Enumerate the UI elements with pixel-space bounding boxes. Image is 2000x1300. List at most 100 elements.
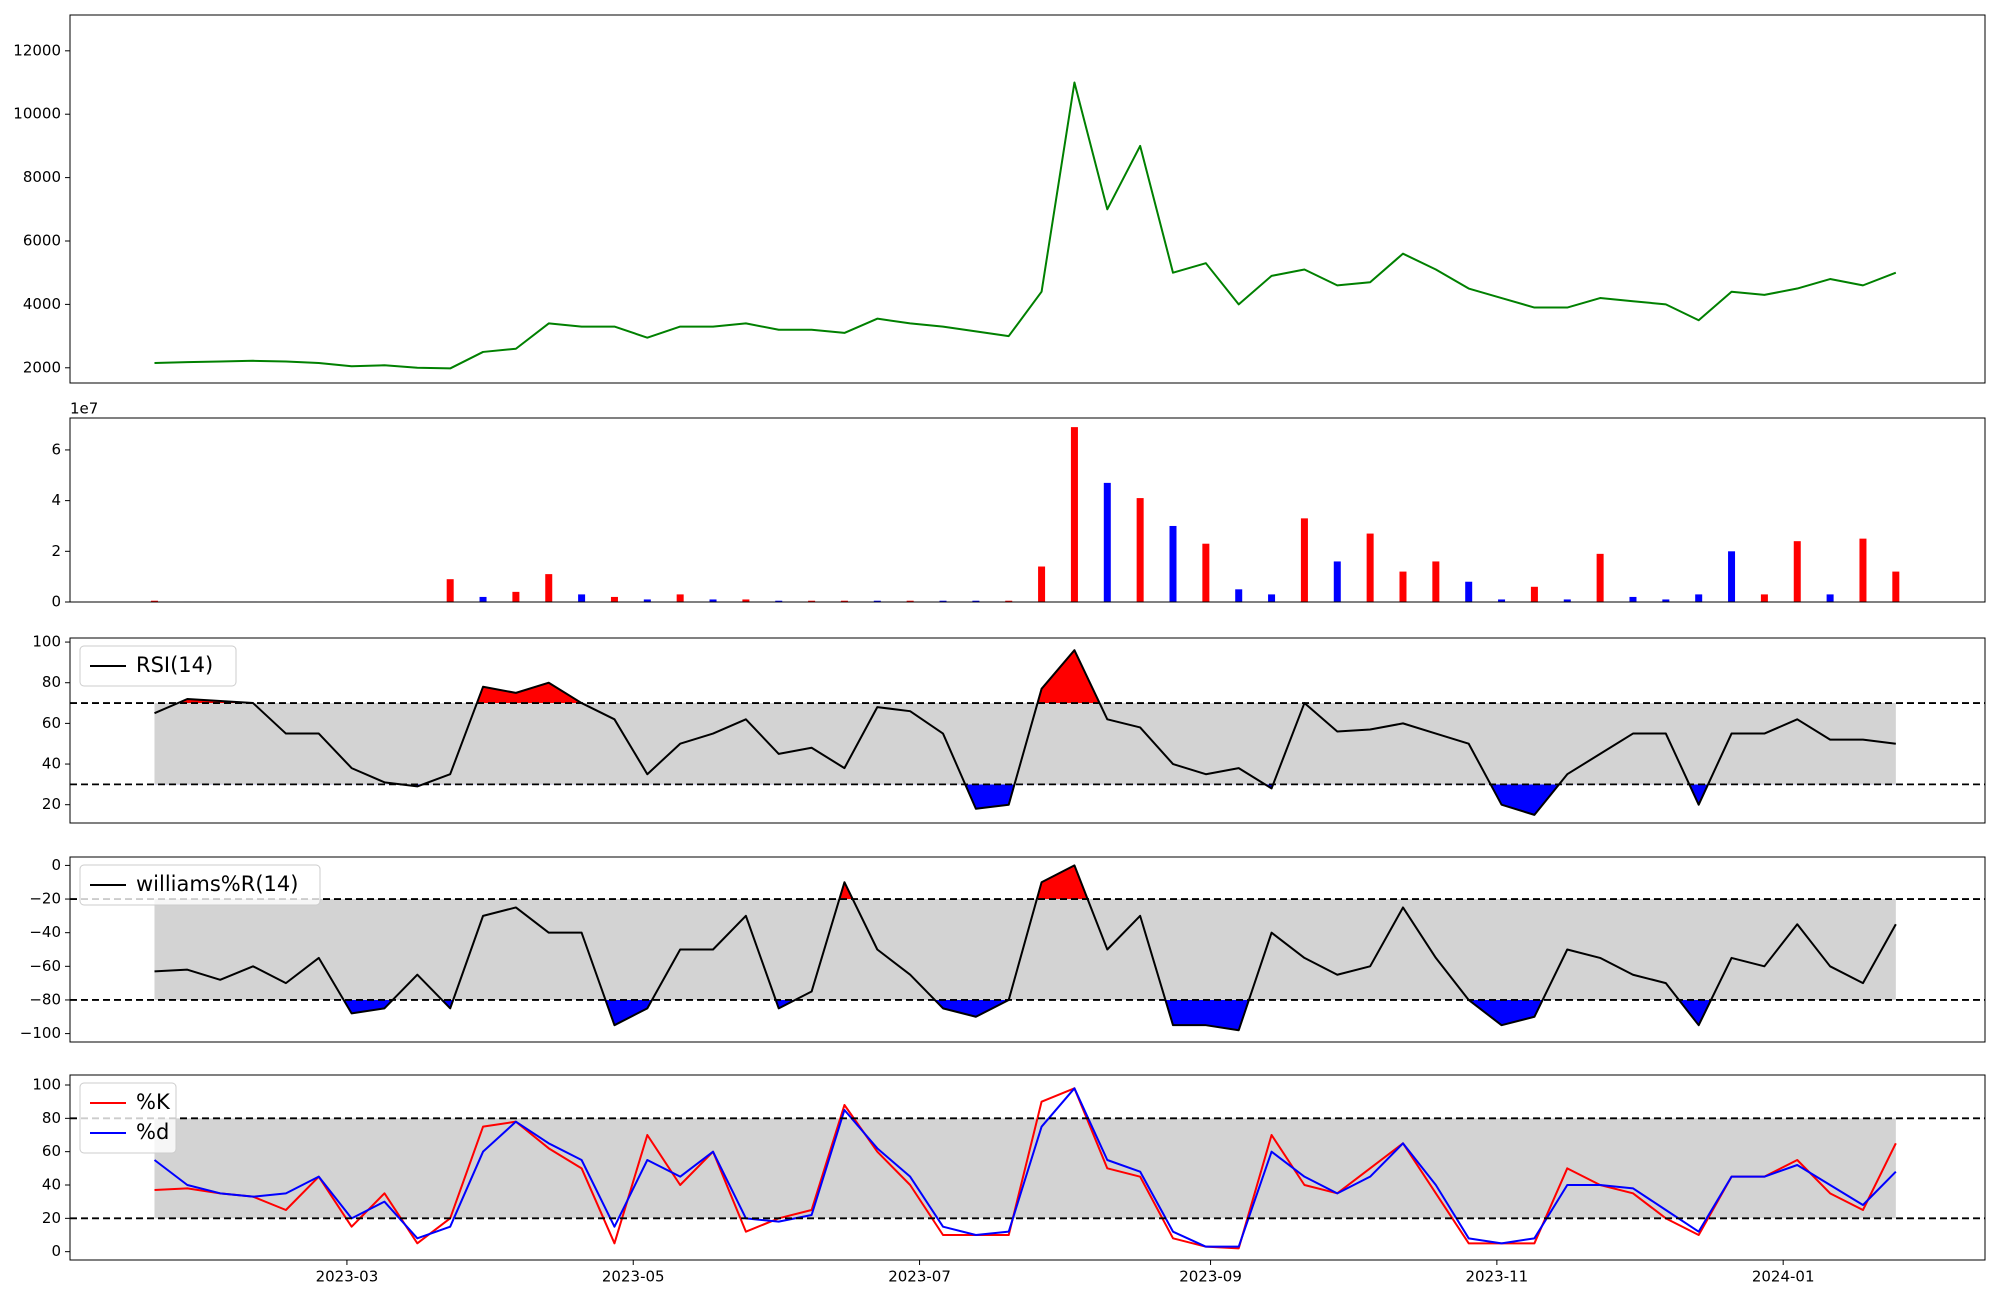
bar — [150, 600, 158, 602]
bar — [1399, 571, 1407, 602]
bar — [1826, 594, 1834, 602]
bar — [578, 594, 586, 602]
y-tick-label: 2 — [51, 542, 61, 560]
y-tick-label: 100 — [32, 1076, 61, 1094]
y-tick-label: 6 — [51, 440, 61, 458]
bar — [906, 600, 914, 602]
panel: −100 −80 −60 −40 −20 0 williams%R(14) — [20, 856, 1986, 1043]
bar — [1005, 600, 1013, 602]
y-tick-label: 20 — [42, 1209, 61, 1227]
y-tick-label: 12000 — [13, 41, 61, 59]
bar — [808, 600, 816, 602]
axes-frame — [69, 1074, 1986, 1261]
legend-label: %K — [136, 1090, 171, 1114]
y-tick-label: 0 — [51, 856, 61, 874]
bar — [1300, 518, 1308, 602]
panel: 20 40 60 80 100 RSI(14) — [32, 633, 1986, 824]
axes-frame — [69, 637, 1986, 824]
y-tick-label: −60 — [29, 957, 61, 975]
legend-box — [79, 1082, 177, 1154]
y-tick-label: 0 — [51, 1242, 61, 1260]
bar — [446, 579, 454, 602]
series-line — [154, 649, 1896, 816]
legend-box — [79, 645, 237, 687]
panel: 2000 4000 6000 8000 10000 12000 — [13, 14, 1986, 384]
bar — [1432, 561, 1440, 602]
bar — [1662, 599, 1670, 602]
y-tick-label: 10000 — [13, 105, 61, 123]
bar — [709, 599, 717, 602]
panel: 0 20 40 60 80 100 2023-03 2023-05 2023-07 2023-09… — [32, 1074, 1986, 1286]
x-tick-label: 2023-09 — [1179, 1268, 1242, 1286]
y-tick-label: 40 — [42, 755, 61, 773]
y-tick-label: 100 — [32, 633, 61, 651]
y-tick-label: 20 — [42, 795, 61, 813]
y-tick-label: −20 — [29, 890, 61, 908]
bar — [1892, 571, 1900, 602]
bar — [676, 594, 684, 602]
series-line — [154, 864, 1897, 1032]
x-tick-label: 2024-01 — [1752, 1268, 1815, 1286]
legend-label: %d — [136, 1120, 169, 1144]
series-line — [154, 81, 1897, 370]
axes-frame — [69, 417, 1986, 603]
legend-label: williams%R(14) — [136, 872, 298, 896]
axes-frame — [69, 14, 1986, 384]
bar — [775, 600, 783, 602]
y-tick-label: 80 — [42, 1109, 61, 1127]
bar — [972, 600, 980, 602]
bar — [873, 600, 881, 602]
axis-offset-label: 1e7 — [70, 400, 98, 418]
bar — [1859, 538, 1867, 602]
bar — [610, 596, 618, 602]
y-tick-label: −100 — [20, 1024, 61, 1042]
bar — [1268, 594, 1276, 602]
bar — [742, 599, 750, 602]
bar — [1728, 551, 1736, 602]
bar — [545, 574, 553, 602]
bar — [1629, 596, 1637, 602]
bar — [1136, 498, 1144, 602]
bar — [1465, 581, 1473, 602]
y-tick-label: 4000 — [23, 295, 61, 313]
bar — [1333, 561, 1341, 602]
bar — [1695, 594, 1703, 602]
bar — [1793, 541, 1801, 602]
bar — [1103, 482, 1111, 602]
bar — [1596, 553, 1604, 602]
bar — [840, 600, 848, 602]
y-tick-label: 8000 — [23, 168, 61, 186]
panel: 0 2 4 6 1e7 — [51, 400, 1986, 611]
y-tick-label: 0 — [51, 593, 61, 611]
y-tick-label: −40 — [29, 923, 61, 941]
bar — [1760, 594, 1768, 602]
y-tick-label: 6000 — [23, 231, 61, 249]
bar — [1235, 589, 1243, 602]
x-tick-label: 2023-03 — [316, 1268, 379, 1286]
y-tick-label: 2000 — [23, 358, 61, 376]
y-tick-label: 80 — [42, 673, 61, 691]
y-tick-label: 60 — [42, 714, 61, 732]
bar — [1366, 533, 1374, 602]
bar — [643, 599, 651, 602]
y-tick-label: −80 — [29, 990, 61, 1008]
legend-box — [79, 864, 321, 906]
bar — [1530, 586, 1538, 602]
bar — [1498, 599, 1506, 602]
y-tick-label: 60 — [42, 1142, 61, 1160]
x-tick-label: 2023-11 — [1466, 1268, 1529, 1286]
x-tick-label: 2023-07 — [888, 1268, 951, 1286]
x-tick-label: 2023-05 — [602, 1268, 665, 1286]
axes-frame — [69, 856, 1986, 1043]
series-line — [153, 1087, 1897, 1248]
bar — [479, 596, 487, 602]
legend-label: RSI(14) — [136, 653, 213, 677]
bar — [1070, 427, 1078, 602]
y-tick-label: 4 — [51, 491, 61, 509]
bar — [1202, 543, 1210, 602]
bar — [1038, 566, 1046, 602]
bar — [1563, 599, 1571, 602]
bar — [1169, 525, 1177, 602]
bar — [939, 600, 947, 602]
